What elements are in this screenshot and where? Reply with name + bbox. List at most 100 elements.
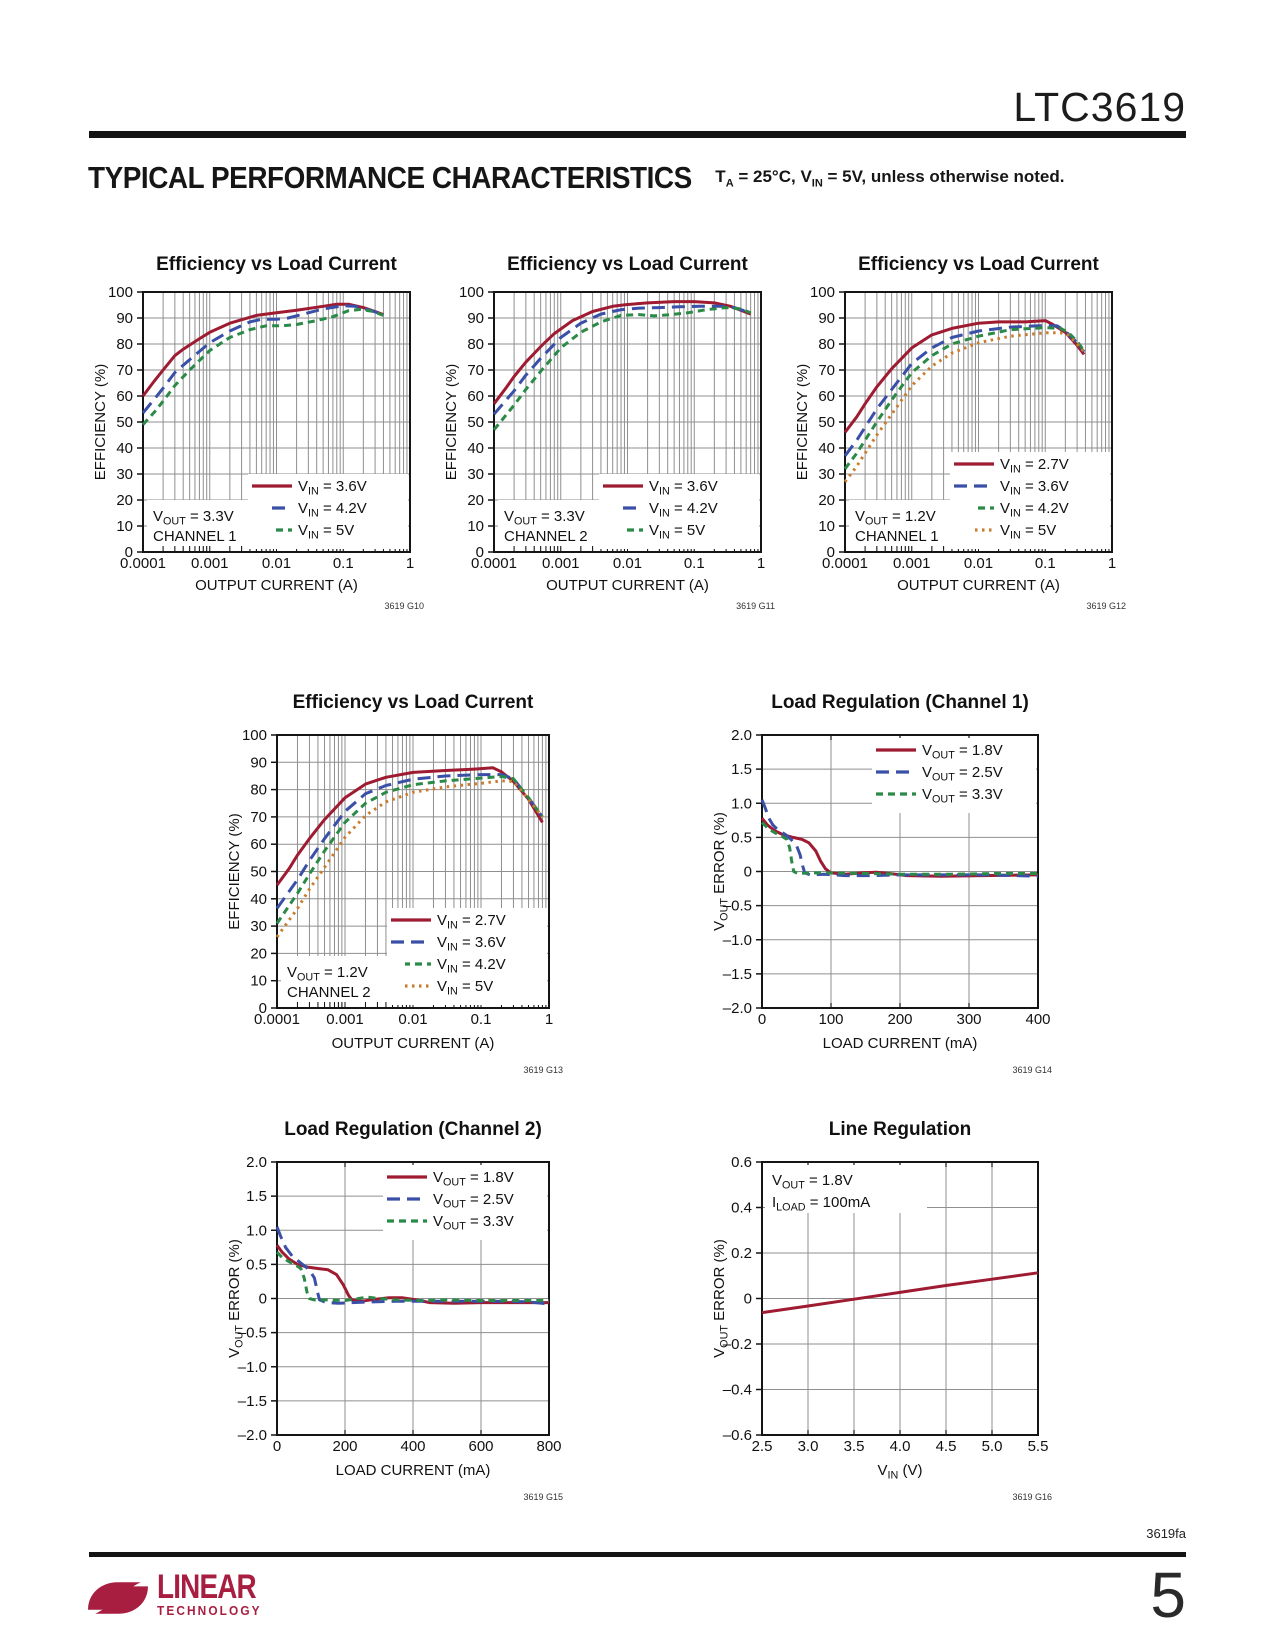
chart-load-regulation-ch2: 2.0 1.5 1.0 0.5 0 –0.5 –1.0 –1.5 –2.0 0 200 400 600 8… [226, 1112, 581, 1517]
legend-label: VOUT = 1.8V [922, 742, 1003, 761]
chart-efficiency-g12: 100 90 80 70 60 50 40 30 20 10 0 0.0001 0.001 0.01 0.1… [794, 253, 1147, 626]
x-tick-label: 3.5 [844, 1438, 865, 1455]
legend-label: VIN = 5V [649, 522, 705, 541]
y-axis-label: EFFICIENCY (%) [797, 364, 811, 480]
y-tick-label: 10 [467, 518, 484, 535]
y-tick-label: 40 [467, 440, 484, 457]
chart-efficiency-g13: 100 90 80 70 60 50 40 30 20 10 0 0.0001 0.001 0.01 0.1… [226, 685, 581, 1090]
page-number: 5 [1150, 1559, 1186, 1631]
y-tick-label: 20 [818, 492, 835, 509]
y-tick-label: –2.0 [723, 1000, 752, 1017]
legend-label: VIN = 3.6V [437, 934, 506, 953]
x-tick-label: 1 [1108, 555, 1116, 572]
y-tick-label: 60 [116, 388, 133, 405]
graph-ref: 3619 G14 [1012, 1065, 1052, 1075]
x-axis-label: LOAD CURRENT (mA) [823, 1035, 978, 1052]
y-tick-label: –0.4 [723, 1382, 752, 1399]
y-tick-label: –0.6 [723, 1427, 752, 1444]
x-tick-label: 400 [400, 1438, 425, 1455]
y-tick-label: 60 [467, 388, 484, 405]
plot-border [276, 1161, 550, 1436]
y-tick-label: 30 [250, 918, 267, 935]
x-tick-label: 300 [956, 1011, 981, 1028]
section-heading: TYPICAL PERFORMANCE CHARACTERISTICS TA =… [88, 160, 1065, 196]
part-number: LTC3619 [1013, 84, 1186, 130]
annotation-line: ILOAD = 100mA [772, 1194, 870, 1213]
annotation-line: CHANNEL 2 [504, 528, 588, 545]
y-tick-label: 2.0 [246, 1154, 267, 1171]
x-tick-label: 0.001 [191, 555, 229, 572]
plot-border [142, 291, 411, 553]
y-axis-label: VOUT ERROR (%) [714, 812, 730, 931]
y-tick-label: 100 [242, 727, 267, 744]
legend: VIN = 2.7V VIN = 3.6V VIN = 4.2V VIN = 5V [387, 908, 547, 1005]
x-tick-label: 100 [818, 1011, 843, 1028]
y-axis-label: EFFICIENCY (%) [446, 364, 460, 480]
y-tick-label: 100 [459, 284, 484, 301]
y-tick-label: 70 [467, 362, 484, 379]
y-tick-label: 0.5 [731, 829, 752, 846]
x-tick-label: 0.0001 [254, 1011, 300, 1028]
y-tick-label: 50 [250, 864, 267, 881]
chart-line-regulation: 0.6 0.4 0.2 0 –0.2 –0.4 –0.6 2.5 3.0 3.5 4.0 4.5 5.0… [711, 1112, 1066, 1517]
x-tick-label: 0.0001 [471, 555, 517, 572]
x-tick-label: 600 [468, 1438, 493, 1455]
x-tick-label: 0.1 [471, 1011, 492, 1028]
doc-code: 3619fa [1146, 1526, 1186, 1541]
y-tick-label: 0 [259, 1000, 267, 1017]
chart-title: Load Regulation (Channel 1) [771, 692, 1029, 713]
legend-label: VOUT = 3.3V [922, 786, 1003, 805]
header-rule [89, 131, 1186, 138]
series-0 [761, 1271, 1039, 1315]
y-tick-label: 90 [250, 754, 267, 771]
y-tick-label: –2.0 [238, 1427, 267, 1444]
y-tick-label: 10 [818, 518, 835, 535]
y-tick-label: 40 [250, 891, 267, 908]
x-tick-label: 5.0 [982, 1438, 1003, 1455]
series-2 [492, 306, 752, 431]
y-tick-label: 10 [116, 518, 133, 535]
annotation-line: VOUT = 3.3V [504, 508, 585, 527]
legend-label: VOUT = 3.3V [433, 1213, 514, 1232]
y-tick-label: 0 [744, 864, 752, 881]
x-tick-label: 0.01 [262, 555, 291, 572]
legend: VIN = 2.7V VIN = 3.6V VIN = 4.2V VIN = 5V [950, 452, 1110, 549]
legend-label: VIN = 5V [298, 522, 354, 541]
y-tick-label: 0.4 [731, 1200, 752, 1217]
y-tick-label: 80 [116, 336, 133, 353]
legend: VOUT = 1.8V VOUT = 2.5V VOUT = 3.3V [383, 1165, 547, 1240]
y-tick-label: 10 [250, 973, 267, 990]
graph-ref: 3619 G16 [1012, 1492, 1052, 1502]
x-tick-label: 5.5 [1028, 1438, 1049, 1455]
y-tick-label: 70 [818, 362, 835, 379]
x-tick-label: 3.0 [798, 1438, 819, 1455]
x-tick-label: 0.001 [542, 555, 580, 572]
y-tick-label: 100 [108, 284, 133, 301]
annotation-line: CHANNEL 2 [287, 984, 371, 1001]
x-tick-label: 0.1 [333, 555, 354, 572]
x-tick-label: 0.001 [326, 1011, 364, 1028]
lt-logo-mark-icon [88, 1582, 148, 1614]
chart-title: Efficiency vs Load Current [858, 254, 1099, 275]
y-tick-label: 30 [116, 466, 133, 483]
chart-svg: 0.6 0.4 0.2 0 –0.2 –0.4 –0.62.5 3.0 3.5 4.0 4.5 5.0… [711, 1119, 1052, 1502]
x-tick-label: 0.01 [613, 555, 642, 572]
series-3 [843, 331, 1086, 483]
series-2 [275, 775, 544, 925]
legend-label: VIN = 2.7V [437, 912, 506, 931]
y-axis-label: VOUT ERROR (%) [229, 1239, 245, 1358]
logo-technology-label: TECHNOLOGY [157, 1604, 262, 1618]
y-tick-label: 70 [116, 362, 133, 379]
y-tick-label: 2.0 [731, 727, 752, 744]
y-tick-label: 90 [116, 310, 133, 327]
y-tick-label: –0.2 [723, 1336, 752, 1353]
y-axis-label: EFFICIENCY (%) [95, 364, 109, 480]
y-tick-label: 30 [818, 466, 835, 483]
y-tick-label: 90 [818, 310, 835, 327]
series-3 [275, 779, 544, 938]
x-tick-label: 0.1 [684, 555, 705, 572]
series-1 [275, 773, 544, 910]
